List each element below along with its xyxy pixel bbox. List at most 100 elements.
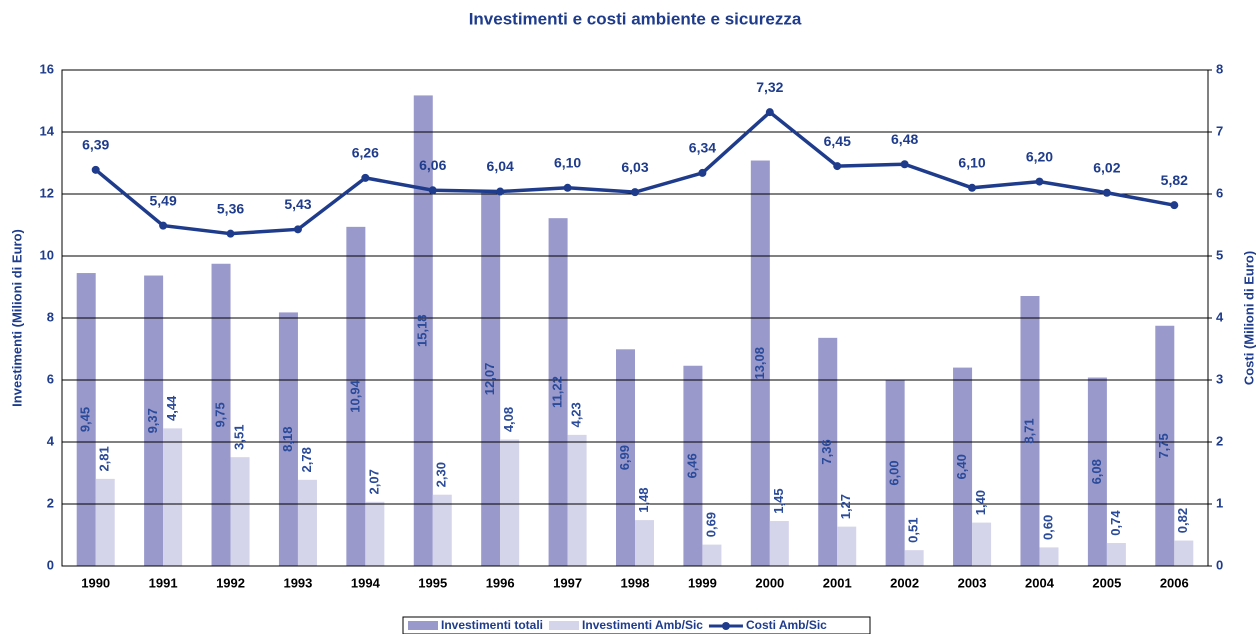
line-value-label: 6,10 [554,155,581,171]
y2-tick-label: 7 [1216,123,1223,138]
bar [1039,547,1059,566]
bar-value-label: 6,99 [617,445,632,470]
bar-value-label: 13,08 [752,347,767,380]
x-tick-label: 1991 [149,575,178,590]
y-tick-label: 12 [40,185,54,200]
bar-value-label: 1,45 [771,488,786,513]
bar-value-label: 6,00 [887,460,902,485]
legend-label: Investimenti totali [441,618,543,632]
x-tick-label: 2000 [755,575,784,590]
bar-value-label: 8,71 [1021,418,1036,443]
x-tick-label: 2005 [1092,575,1121,590]
line-value-label: 7,32 [756,79,783,95]
y-tick-label: 8 [47,309,54,324]
bar-value-label: 1,40 [973,490,988,515]
bar-value-label: 0,82 [1175,508,1190,533]
y2-tick-label: 5 [1216,247,1223,262]
bar-value-label: 7,36 [819,439,834,464]
x-tick-label: 1996 [486,575,515,590]
bar [750,160,770,566]
bar-value-label: 4,08 [501,407,516,432]
bar [1106,543,1126,566]
bar-value-label: 1,27 [838,494,853,519]
line-value-label: 5,43 [284,196,311,212]
bar [904,550,924,566]
line-marker [900,160,909,169]
line-marker [968,183,977,192]
bar [95,478,115,566]
y2-tick-label: 6 [1216,185,1223,200]
line-value-label: 6,20 [1026,148,1053,164]
line-value-label: 5,82 [1161,172,1188,188]
bar-value-label: 6,46 [684,453,699,478]
line-marker [765,108,774,117]
bar-value-label: 2,30 [434,462,449,487]
line-value-label: 6,48 [891,131,918,147]
bar [818,337,838,566]
line-value-label: 6,06 [419,157,446,173]
legend-label: Costi Amb/Sic [746,618,827,632]
line-marker [91,165,100,174]
bar-value-label: 0,60 [1040,515,1055,540]
y-tick-label: 6 [47,371,54,386]
y-tick-label: 10 [40,247,54,262]
bar [432,494,452,566]
y-tick-label: 0 [47,557,54,572]
y2-axis-label: Costi (Milioni di Euro) [1241,251,1256,385]
bar-value-label: 11,22 [550,376,565,408]
x-tick-label: 1994 [351,575,381,590]
line-marker [159,221,168,230]
y-tick-label: 14 [40,123,55,138]
plot-border [61,69,1209,567]
bar [953,367,973,566]
bar [885,380,905,566]
line-marker [631,188,639,197]
line-marker [1170,201,1179,210]
legend-box [402,616,871,634]
bar-value-label: 7,75 [1156,433,1171,458]
y2-tick-label: 8 [1216,61,1223,76]
bar-value-label: 3,51 [231,425,246,450]
y-axis-label: Investimenti (Milioni di Euro) [9,229,24,407]
x-tick-label: 2006 [1160,575,1189,590]
bar [346,226,366,567]
y-tick-label: 16 [40,61,54,76]
line-marker [293,225,302,234]
x-tick-label: 2004 [1025,575,1055,590]
bar-value-label: 15,18 [415,314,430,347]
bar-value-label: 0,51 [906,518,921,543]
bar [702,544,722,566]
line-value-label: 6,34 [689,140,716,156]
y2-tick-label: 1 [1216,495,1223,510]
y2-tick-label: 4 [1216,309,1224,324]
bar-value-label: 4,23 [569,402,584,427]
bar [567,434,587,566]
bar [230,457,250,566]
bar [211,263,231,566]
x-tick-label: 2003 [958,575,987,590]
line-marker [698,168,707,177]
line-value-label: 6,39 [82,137,109,153]
bar-value-label: 0,69 [703,512,718,537]
bar [481,191,501,566]
line-marker [496,187,505,196]
line-value-label: 6,45 [824,133,851,149]
line-marker [226,229,235,238]
bar-value-label: 9,37 [145,408,160,433]
bar [1020,295,1040,566]
line-marker [563,183,572,192]
bar [1174,540,1194,566]
x-tick-label: 1992 [216,575,245,590]
bar [837,526,857,566]
x-tick-label: 2002 [890,575,919,590]
y-tick-label: 2 [47,495,54,510]
bar [548,218,568,566]
x-tick-label: 1995 [418,575,447,590]
bars [76,95,1194,567]
y2-tick-label: 0 [1216,557,1223,572]
bar [1155,325,1175,566]
bar-value-label: 2,78 [299,447,314,472]
chart-title: Investimenti e costi ambiente e sicurezz… [469,9,802,28]
y2-tick-label: 2 [1216,433,1223,448]
